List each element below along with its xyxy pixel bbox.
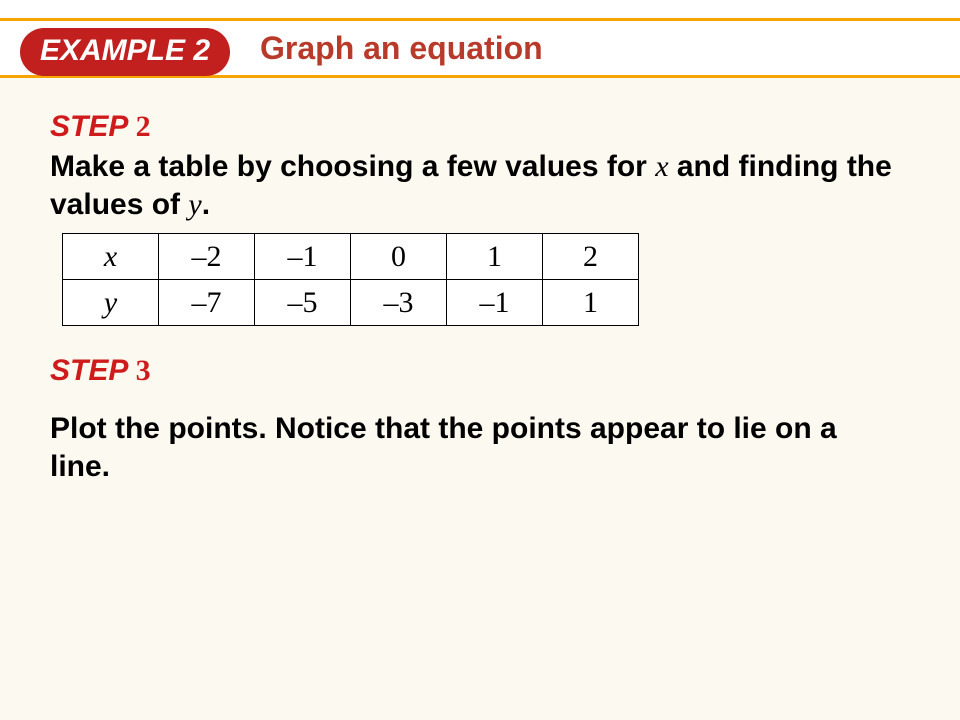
slide-title: Graph an equation	[260, 30, 543, 67]
y-cell: 1	[543, 280, 639, 326]
x-cell: 1	[447, 234, 543, 280]
step2-text-c: .	[202, 188, 210, 221]
x-cell: 0	[351, 234, 447, 280]
x-cell: 2	[543, 234, 639, 280]
x-cell: –1	[255, 234, 351, 280]
x-header-cell: x	[63, 234, 159, 280]
y-cell: –5	[255, 280, 351, 326]
example-badge: EXAMPLE 2	[20, 28, 230, 76]
var-y: y	[188, 188, 201, 221]
step3-word: STEP	[50, 354, 127, 387]
table-row: y –7 –5 –3 –1 1	[63, 280, 639, 326]
step3-block: STEP 3 Plot the points. Notice that the …	[50, 354, 900, 485]
top-strip	[0, 0, 960, 18]
header-bar: EXAMPLE 2 Graph an equation	[0, 18, 960, 78]
step2-word: STEP	[50, 110, 127, 143]
step3-label: STEP 3	[50, 354, 900, 388]
y-header-cell: y	[63, 280, 159, 326]
step2-label: STEP 2	[50, 110, 900, 144]
y-cell: –1	[447, 280, 543, 326]
x-cell: –2	[159, 234, 255, 280]
step2-num: 2	[136, 110, 151, 143]
y-cell: –7	[159, 280, 255, 326]
step3-num: 3	[136, 354, 151, 387]
slide: EXAMPLE 2 Graph an equation STEP 2 Make …	[0, 0, 960, 720]
step2-text: Make a table by choosing a few values fo…	[50, 148, 900, 223]
step2-text-a: Make a table by choosing a few values fo…	[50, 150, 655, 183]
y-cell: –3	[351, 280, 447, 326]
values-table: x –2 –1 0 1 2 y –7 –5 –3 –1 1	[62, 233, 639, 326]
table-row: x –2 –1 0 1 2	[63, 234, 639, 280]
step3-text: Plot the points. Notice that the points …	[50, 410, 900, 485]
var-x: x	[655, 150, 668, 183]
content-area: STEP 2 Make a table by choosing a few va…	[50, 100, 900, 495]
